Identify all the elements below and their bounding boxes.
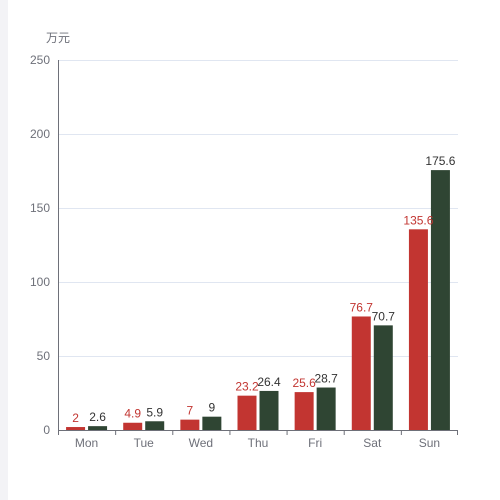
data-label: 2.6 xyxy=(89,410,106,424)
bar xyxy=(237,395,257,430)
labels: 万元 0 50 100 150 200 250 Mon 2 2.6 Tue 4.9 5.9 Wed 7 9 Th… xyxy=(30,31,456,450)
bar xyxy=(408,229,428,430)
bar xyxy=(180,419,200,430)
bar xyxy=(202,416,222,430)
x-tick-label: Sat xyxy=(363,436,382,450)
y-tick-label: 0 xyxy=(43,423,50,437)
data-label: 23.2 xyxy=(235,380,259,394)
y-tick-label: 150 xyxy=(30,201,50,215)
bar xyxy=(66,427,86,430)
bar xyxy=(351,316,371,430)
bar xyxy=(88,426,108,430)
x-tick-label: Fri xyxy=(308,436,322,450)
x-tick-label: Sun xyxy=(419,436,440,450)
bar xyxy=(294,392,314,430)
data-label: 135.6 xyxy=(403,213,433,227)
bar xyxy=(123,422,143,430)
y-tick-label: 50 xyxy=(37,349,51,363)
bar xyxy=(316,387,336,430)
data-label: 4.9 xyxy=(124,407,141,421)
data-label: 28.7 xyxy=(314,372,338,386)
bar-chart: 万元 0 50 100 150 200 250 Mon 2 2.6 Tue 4.9 5.9 Wed 7 9 Th… xyxy=(30,31,458,450)
y-tick-label: 200 xyxy=(30,127,50,141)
data-label: 2 xyxy=(72,411,79,425)
bar xyxy=(259,390,279,430)
y-axis-unit-label: 万元 xyxy=(46,31,70,45)
data-label: 76.7 xyxy=(350,300,374,314)
y-tick-label: 250 xyxy=(30,53,50,67)
grid-lines xyxy=(58,60,458,357)
data-label: 175.6 xyxy=(425,154,455,168)
y-tick-label: 100 xyxy=(30,275,50,289)
x-tick-label: Wed xyxy=(189,436,213,450)
bar xyxy=(373,325,393,430)
data-label: 7 xyxy=(187,404,194,418)
bars xyxy=(66,170,450,430)
bar xyxy=(430,170,450,430)
data-label: 26.4 xyxy=(257,375,281,389)
data-label: 5.9 xyxy=(146,405,163,419)
x-tick-label: Tue xyxy=(134,436,155,450)
chart-panel: 万元 0 50 100 150 200 250 Mon 2 2.6 Tue 4.9 5.9 Wed 7 9 Th… xyxy=(8,0,500,500)
data-label: 9 xyxy=(209,401,216,415)
bar xyxy=(145,421,165,430)
data-label: 25.6 xyxy=(292,376,316,390)
axes xyxy=(58,60,458,435)
data-label: 70.7 xyxy=(372,309,396,323)
x-tick-label: Thu xyxy=(248,436,269,450)
x-tick-label: Mon xyxy=(75,436,98,450)
